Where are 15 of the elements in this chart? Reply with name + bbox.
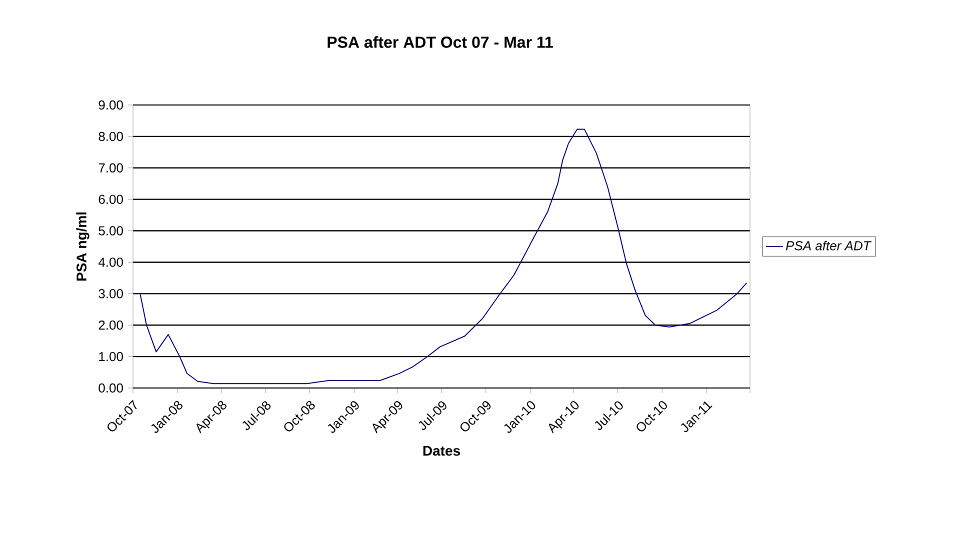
y-tick-label: 3.00: [98, 289, 123, 298]
y-axis-title: PSA ng/ml: [76, 212, 90, 281]
x-axis-title: Dates: [423, 446, 460, 456]
line-series: [140, 128, 748, 384]
y-tick-label: 5.00: [98, 226, 123, 236]
y-tick-label: 0.00: [98, 383, 123, 393]
y-tick-label: 8.00: [98, 132, 123, 142]
y-tick-label: 7.00: [98, 163, 123, 172]
y-tick-label: 4.00: [98, 258, 123, 267]
y-tick-label: 2.00: [98, 320, 123, 330]
y-tick-label: 9.00: [98, 100, 123, 110]
y-tick-label: 1.00: [99, 352, 123, 362]
chart-title: PSA after ADT Oct 07 - Mar 11: [328, 36, 553, 48]
y-tick-label: 6.00: [98, 194, 123, 204]
legend-label: PSA after ADT: [786, 240, 872, 250]
